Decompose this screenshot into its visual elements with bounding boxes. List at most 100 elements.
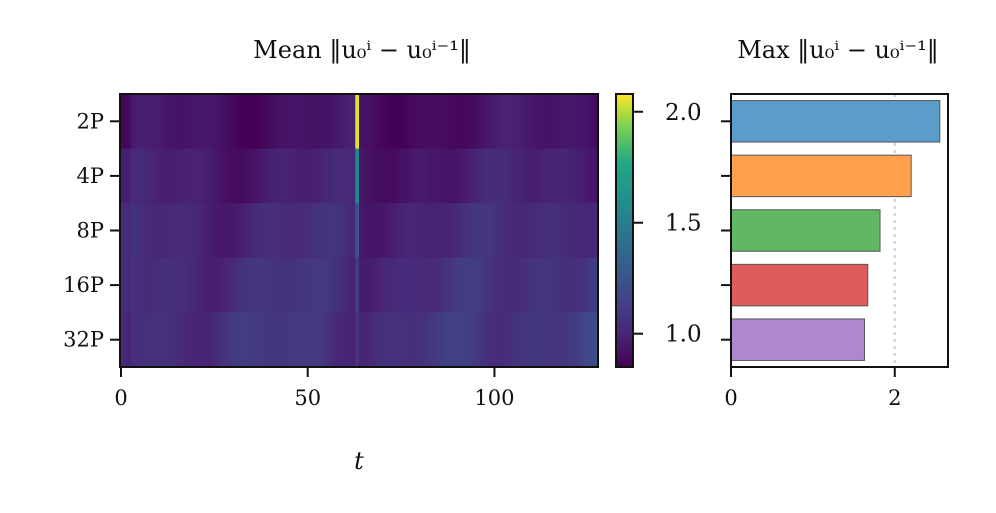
heatmap-cell xyxy=(258,312,263,368)
heatmap-cell xyxy=(489,203,495,259)
heatmap-cell xyxy=(527,148,532,204)
heatmap-cell xyxy=(392,148,397,204)
heatmap-cell xyxy=(321,312,326,368)
heatmap-y-axis: 2P 4P 8P 16P 32P xyxy=(63,109,120,352)
heatmap-cell xyxy=(377,312,382,368)
heatmap-cell xyxy=(437,257,442,313)
heatmap-cell xyxy=(553,312,558,368)
heatmap-cell xyxy=(594,312,599,368)
heatmap-cell xyxy=(250,257,256,313)
heatmap-cell xyxy=(120,312,125,368)
heatmap-cell xyxy=(317,312,323,368)
heatmap-cell xyxy=(437,203,442,259)
heatmap-cell xyxy=(485,312,491,368)
heatmap-cell xyxy=(519,148,524,204)
colorbar-tick-label: 1.0 xyxy=(665,322,702,348)
heatmap-cell xyxy=(250,148,256,204)
heatmap-cell xyxy=(385,94,390,149)
heatmap-cell xyxy=(291,257,297,313)
heatmap-cell xyxy=(310,312,315,368)
heatmap-cell xyxy=(336,203,341,259)
heatmap-cell xyxy=(433,257,439,313)
heatmap-cell xyxy=(172,312,177,368)
heatmap-cell xyxy=(441,148,446,204)
heatmap-cell xyxy=(254,257,259,313)
heatmap-cell xyxy=(359,257,364,313)
heatmap-cell xyxy=(179,94,185,149)
heatmap-cell xyxy=(187,94,192,149)
heatmap-cell xyxy=(478,312,483,368)
heatmap-cell xyxy=(295,94,300,149)
heatmap-cell xyxy=(590,148,595,204)
heatmap-cell xyxy=(571,203,577,259)
heatmap-cell xyxy=(220,312,226,368)
heatmap-cell xyxy=(157,203,162,259)
heatmap-cell xyxy=(183,257,188,313)
heatmap-cell xyxy=(500,312,506,368)
heatmap-cell xyxy=(265,94,270,149)
heatmap-cell xyxy=(575,94,580,149)
heatmap-cell xyxy=(519,312,524,368)
bar xyxy=(730,100,941,143)
heatmap-cell xyxy=(381,312,386,368)
heatmap-x-tick-label: 50 xyxy=(294,386,321,410)
heatmap-cell xyxy=(317,148,323,204)
heatmap-cell xyxy=(508,312,513,368)
bar-x-tick-label: 0 xyxy=(724,386,737,410)
heatmap-cell xyxy=(273,312,278,368)
heatmap-cell xyxy=(359,203,364,259)
heatmap-cell xyxy=(362,94,368,149)
heatmap-cell xyxy=(478,94,483,149)
heatmap-cell xyxy=(123,203,129,259)
heatmap-cell xyxy=(179,312,185,368)
heatmap-cell xyxy=(370,257,375,313)
heatmap-cell xyxy=(485,94,491,149)
heatmap-cell xyxy=(415,203,420,259)
heatmap-cell xyxy=(553,148,558,204)
heatmap-cell xyxy=(146,94,151,149)
heatmap-cell xyxy=(235,257,241,313)
heatmap-cell xyxy=(407,257,412,313)
heatmap-cell xyxy=(306,203,312,259)
heatmap-cell xyxy=(392,94,397,149)
heatmap-cell xyxy=(164,312,170,368)
heatmap-cell xyxy=(556,257,562,313)
heatmap-cell xyxy=(232,312,237,368)
heatmap-cell xyxy=(467,94,472,149)
heatmap-cell xyxy=(456,94,461,149)
heatmap-cell xyxy=(515,203,521,259)
heatmap-cell xyxy=(429,257,435,313)
heatmap-cell xyxy=(329,203,334,259)
heatmap-cell xyxy=(500,94,506,149)
heatmap-cell xyxy=(209,94,214,149)
heatmap-cell xyxy=(508,94,513,149)
heatmap-cell xyxy=(347,203,353,259)
heatmap-cell xyxy=(418,203,424,259)
heatmap-cell xyxy=(411,148,416,204)
heatmap-cell xyxy=(564,203,569,259)
heatmap-cell xyxy=(321,203,326,259)
heatmap-cell xyxy=(568,94,573,149)
heatmap-cell xyxy=(284,257,289,313)
heatmap-cell xyxy=(340,94,345,149)
heatmap-cell xyxy=(198,203,203,259)
heatmap-cell xyxy=(385,148,390,204)
heatmap-cell xyxy=(590,312,595,368)
heatmap-cell xyxy=(269,312,274,368)
heatmap-cell xyxy=(306,148,312,204)
heatmap-cell xyxy=(433,148,439,204)
heatmap-cell xyxy=(344,312,349,368)
heatmap-cell xyxy=(232,94,237,149)
heatmap-cell xyxy=(273,94,278,149)
heatmap-cell xyxy=(553,94,558,149)
heatmap-cell xyxy=(161,312,166,368)
heatmap-cell xyxy=(437,148,442,204)
heatmap-cell xyxy=(381,257,386,313)
heatmap-cell xyxy=(388,94,394,149)
heatmap-cell xyxy=(164,257,170,313)
heatmap-cell xyxy=(153,94,158,149)
heatmap-cell xyxy=(161,148,166,204)
heatmap-cell xyxy=(448,312,453,368)
heatmap-cell xyxy=(134,94,140,149)
